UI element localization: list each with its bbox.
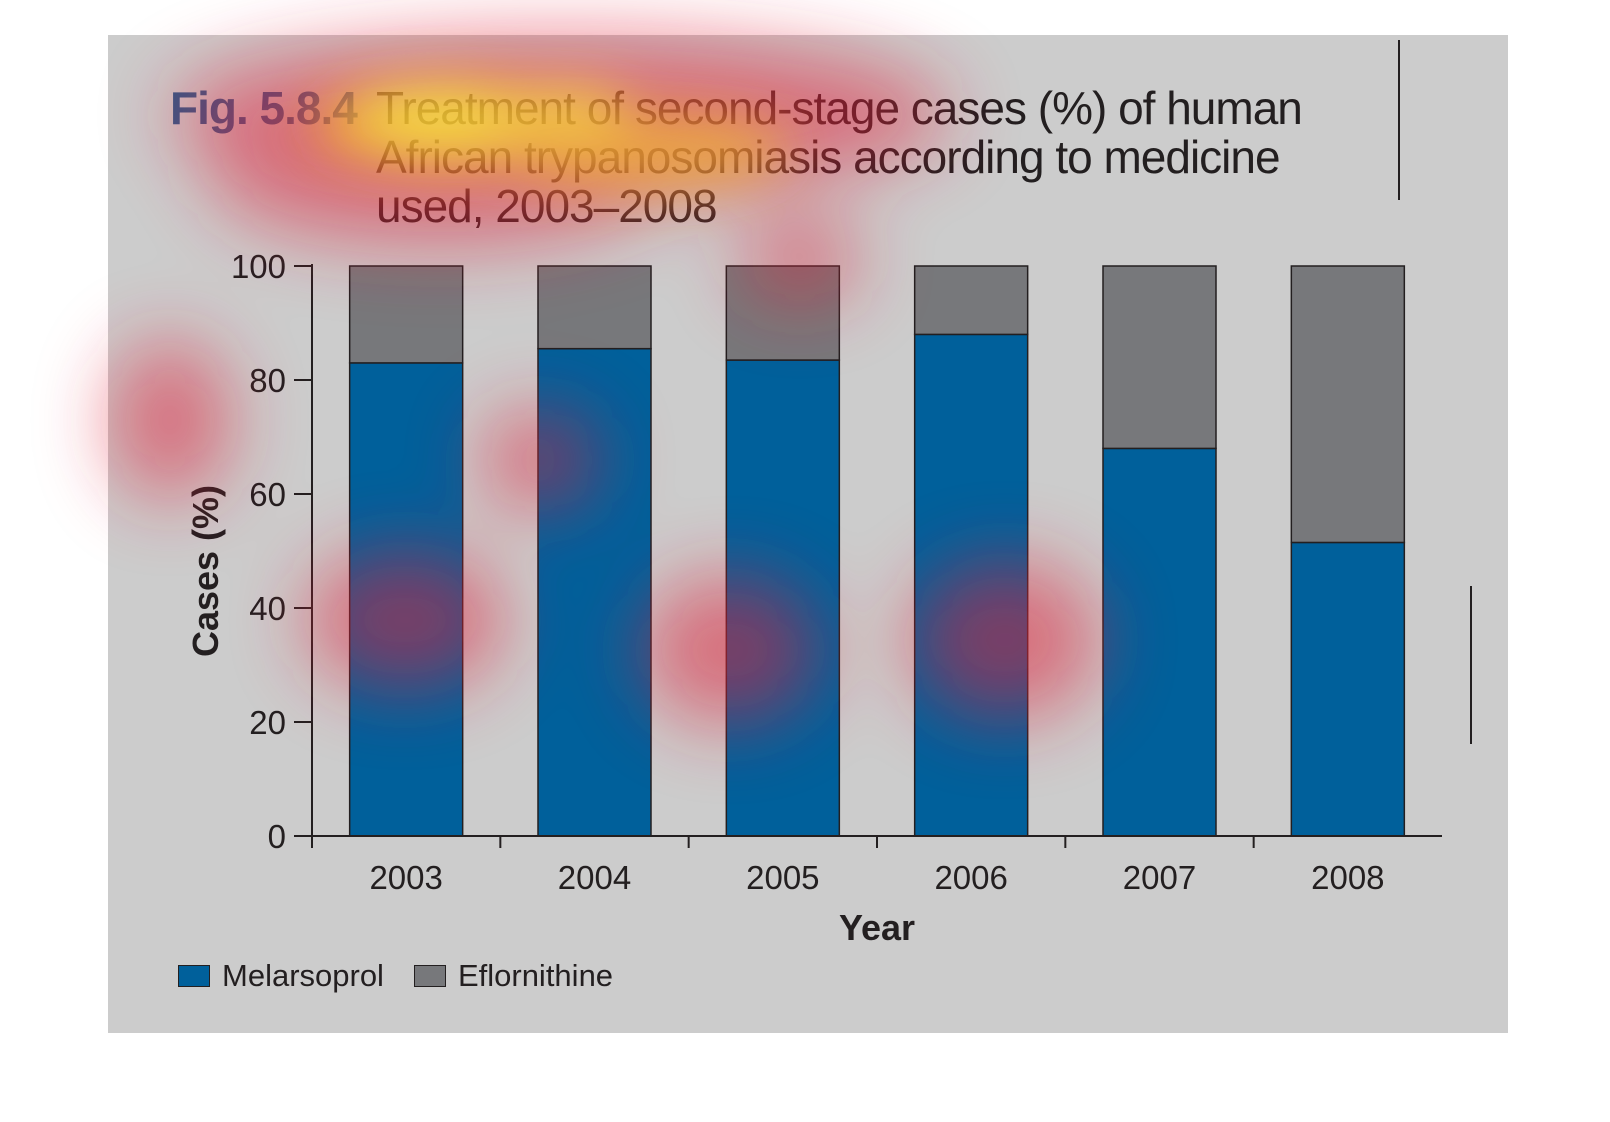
bar-melarsoprol-2003 — [348, 362, 464, 837]
x-axis-title: Year — [839, 907, 915, 948]
legend-label-eflornithine: Eflornithine — [457, 958, 614, 993]
y-tick-label-100: 100 — [231, 248, 286, 285]
y-tick-label-0: 0 — [268, 818, 286, 855]
y-tick-label-80: 80 — [249, 362, 286, 399]
bar-melarsoprol-2008 — [1290, 541, 1406, 837]
x-tick-label-2006: 2006 — [934, 859, 1007, 896]
legend-swatch-eflornithine — [413, 965, 446, 987]
x-tick-label-2005: 2005 — [746, 859, 819, 896]
legend-label-melarsoprol: Melarsoprol — [222, 958, 384, 993]
vertical-rule-right — [1470, 586, 1472, 744]
legend-swatch-melarsoprol — [178, 965, 210, 987]
x-tick-label-2007: 2007 — [1123, 859, 1196, 896]
bar-eflornithine-2006 — [913, 265, 1029, 336]
x-tick-label-2004: 2004 — [558, 859, 631, 896]
chart-legend: Melarsoprol Eflornithine — [178, 958, 643, 994]
y-axis-title: Cases (%) — [185, 485, 226, 657]
bar-melarsoprol-2005 — [725, 359, 841, 837]
x-tick-label-2008: 2008 — [1311, 859, 1384, 896]
y-tick-label-20: 20 — [249, 704, 286, 741]
bar-eflornithine-2003 — [348, 265, 464, 364]
vertical-rule-top — [1398, 40, 1400, 200]
legend-item-melarsoprol: Melarsoprol — [178, 958, 384, 994]
legend-item-eflornithine: Eflornithine — [413, 958, 614, 994]
y-tick-label-60: 60 — [249, 476, 286, 513]
bar-eflornithine-2004 — [537, 265, 652, 350]
bar-eflornithine-2005 — [725, 265, 841, 361]
bar-melarsoprol-2007 — [1102, 447, 1217, 837]
y-tick-label-40: 40 — [249, 590, 286, 627]
bar-eflornithine-2008 — [1290, 265, 1406, 544]
bar-melarsoprol-2006 — [913, 333, 1029, 837]
bar-eflornithine-2007 — [1102, 265, 1217, 450]
x-tick-label-2003: 2003 — [369, 859, 442, 896]
bar-melarsoprol-2004 — [537, 347, 652, 837]
